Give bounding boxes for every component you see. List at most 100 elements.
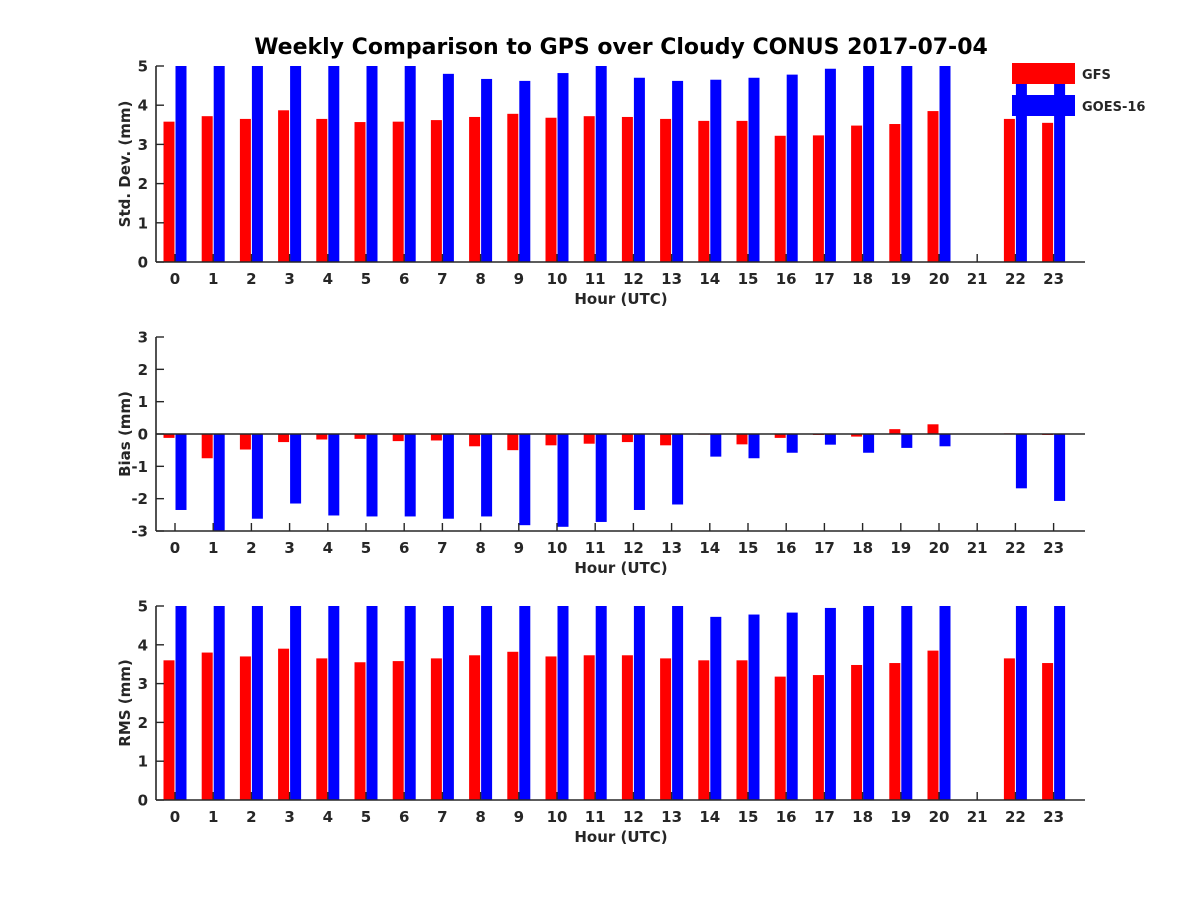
x-tick-label: 21 xyxy=(967,808,988,826)
bar-goes-16-14 xyxy=(710,79,722,262)
bar-goes-16-22 xyxy=(1015,606,1027,800)
x-tick-label: 10 xyxy=(547,808,568,826)
y-tick-label: 2 xyxy=(138,714,148,732)
bar-goes-16-18 xyxy=(863,434,875,453)
x-tick-label: 10 xyxy=(547,539,568,557)
bar-goes-16-11 xyxy=(595,434,607,522)
bar-gfs-17 xyxy=(812,135,824,262)
x-tick-label: 19 xyxy=(890,808,911,826)
bar-gfs-14 xyxy=(698,120,710,262)
x-tick-label: 14 xyxy=(699,270,720,288)
y-tick-label: 2 xyxy=(138,361,148,379)
x-tick-label: 1 xyxy=(208,539,218,557)
bar-gfs-15 xyxy=(736,434,748,445)
bar-gfs-11 xyxy=(583,116,595,263)
y-axis-label: Std. Dev. (mm) xyxy=(116,101,134,228)
bar-goes-16-7 xyxy=(442,434,454,519)
bar-goes-16-23 xyxy=(1054,606,1066,800)
bar-gfs-12 xyxy=(621,655,633,800)
bar-gfs-18 xyxy=(851,664,863,800)
bar-goes-16-8 xyxy=(481,434,493,517)
bar-goes-16-17 xyxy=(824,607,836,800)
bar-goes-16-3 xyxy=(290,66,302,262)
y-tick-label: 2 xyxy=(138,175,148,193)
bar-goes-16-13 xyxy=(672,606,684,800)
bar-gfs-13 xyxy=(660,118,672,262)
x-tick-label: 8 xyxy=(475,539,485,557)
bar-goes-16-6 xyxy=(404,434,416,517)
x-tick-label: 20 xyxy=(929,539,950,557)
x-tick-label: 21 xyxy=(967,539,988,557)
bar-goes-16-1 xyxy=(213,66,225,262)
x-tick-label: 0 xyxy=(170,539,180,557)
bar-gfs-13 xyxy=(660,658,672,800)
x-tick-label: 13 xyxy=(661,808,682,826)
bar-goes-16-2 xyxy=(251,606,263,800)
x-tick-label: 3 xyxy=(284,270,294,288)
bar-goes-16-2 xyxy=(251,66,263,262)
bar-goes-16-9 xyxy=(519,434,531,526)
bar-goes-16-22 xyxy=(1015,434,1027,489)
bar-goes-16-18 xyxy=(863,606,875,800)
x-tick-label: 15 xyxy=(738,270,759,288)
y-tick-label: 5 xyxy=(138,58,148,76)
x-tick-label: 21 xyxy=(967,270,988,288)
bar-gfs-22 xyxy=(1003,658,1015,800)
bar-gfs-12 xyxy=(621,434,633,443)
bar-goes-16-20 xyxy=(939,606,951,800)
bar-gfs-20 xyxy=(927,111,939,262)
x-tick-label: 3 xyxy=(284,808,294,826)
bar-gfs-7 xyxy=(430,658,442,800)
x-tick-label: 16 xyxy=(776,808,797,826)
bar-goes-16-20 xyxy=(939,434,951,447)
x-tick-label: 4 xyxy=(323,808,333,826)
bar-gfs-9 xyxy=(507,113,519,262)
y-tick-label: 0 xyxy=(138,426,148,444)
x-tick-label: 12 xyxy=(623,808,644,826)
bar-gfs-11 xyxy=(583,434,595,444)
bar-gfs-6 xyxy=(392,434,404,442)
bar-gfs-3 xyxy=(278,110,290,262)
bar-goes-16-4 xyxy=(328,434,340,516)
bar-gfs-1 xyxy=(201,116,213,263)
x-tick-label: 20 xyxy=(929,270,950,288)
bar-gfs-5 xyxy=(354,662,366,800)
bar-goes-16-15 xyxy=(748,434,760,459)
x-tick-label: 22 xyxy=(1005,539,1026,557)
bar-gfs-0 xyxy=(163,434,175,438)
bar-goes-16-2 xyxy=(251,434,263,519)
y-tick-label: 1 xyxy=(138,214,148,232)
x-tick-label: 17 xyxy=(814,808,835,826)
bar-gfs-22 xyxy=(1003,118,1015,262)
bar-goes-16-10 xyxy=(557,434,569,527)
bar-goes-16-15 xyxy=(748,614,760,800)
bar-gfs-11 xyxy=(583,655,595,800)
bar-goes-16-10 xyxy=(557,73,569,262)
bar-gfs-2 xyxy=(239,434,251,450)
x-tick-label: 12 xyxy=(623,270,644,288)
bar-goes-16-14 xyxy=(710,434,722,457)
bar-goes-16-22 xyxy=(1015,66,1027,262)
x-tick-label: 1 xyxy=(208,270,218,288)
bar-gfs-19 xyxy=(889,663,901,800)
bar-goes-16-12 xyxy=(633,606,645,800)
x-tick-label: 9 xyxy=(514,539,524,557)
x-tick-label: 19 xyxy=(890,270,911,288)
x-tick-label: 22 xyxy=(1005,270,1026,288)
bar-goes-16-15 xyxy=(748,77,760,262)
bar-gfs-18 xyxy=(851,125,863,262)
bar-goes-16-1 xyxy=(213,606,225,800)
x-tick-label: 9 xyxy=(514,808,524,826)
x-tick-label: 3 xyxy=(284,539,294,557)
bar-goes-16-5 xyxy=(366,606,378,800)
x-tick-label: 2 xyxy=(246,539,256,557)
bar-gfs-6 xyxy=(392,121,404,262)
y-tick-label: -3 xyxy=(131,523,148,541)
x-tick-label: 2 xyxy=(246,270,256,288)
bar-gfs-2 xyxy=(239,118,251,262)
bar-gfs-6 xyxy=(392,661,404,800)
y-tick-label: 0 xyxy=(138,254,148,272)
y-tick-label: 3 xyxy=(138,329,148,347)
